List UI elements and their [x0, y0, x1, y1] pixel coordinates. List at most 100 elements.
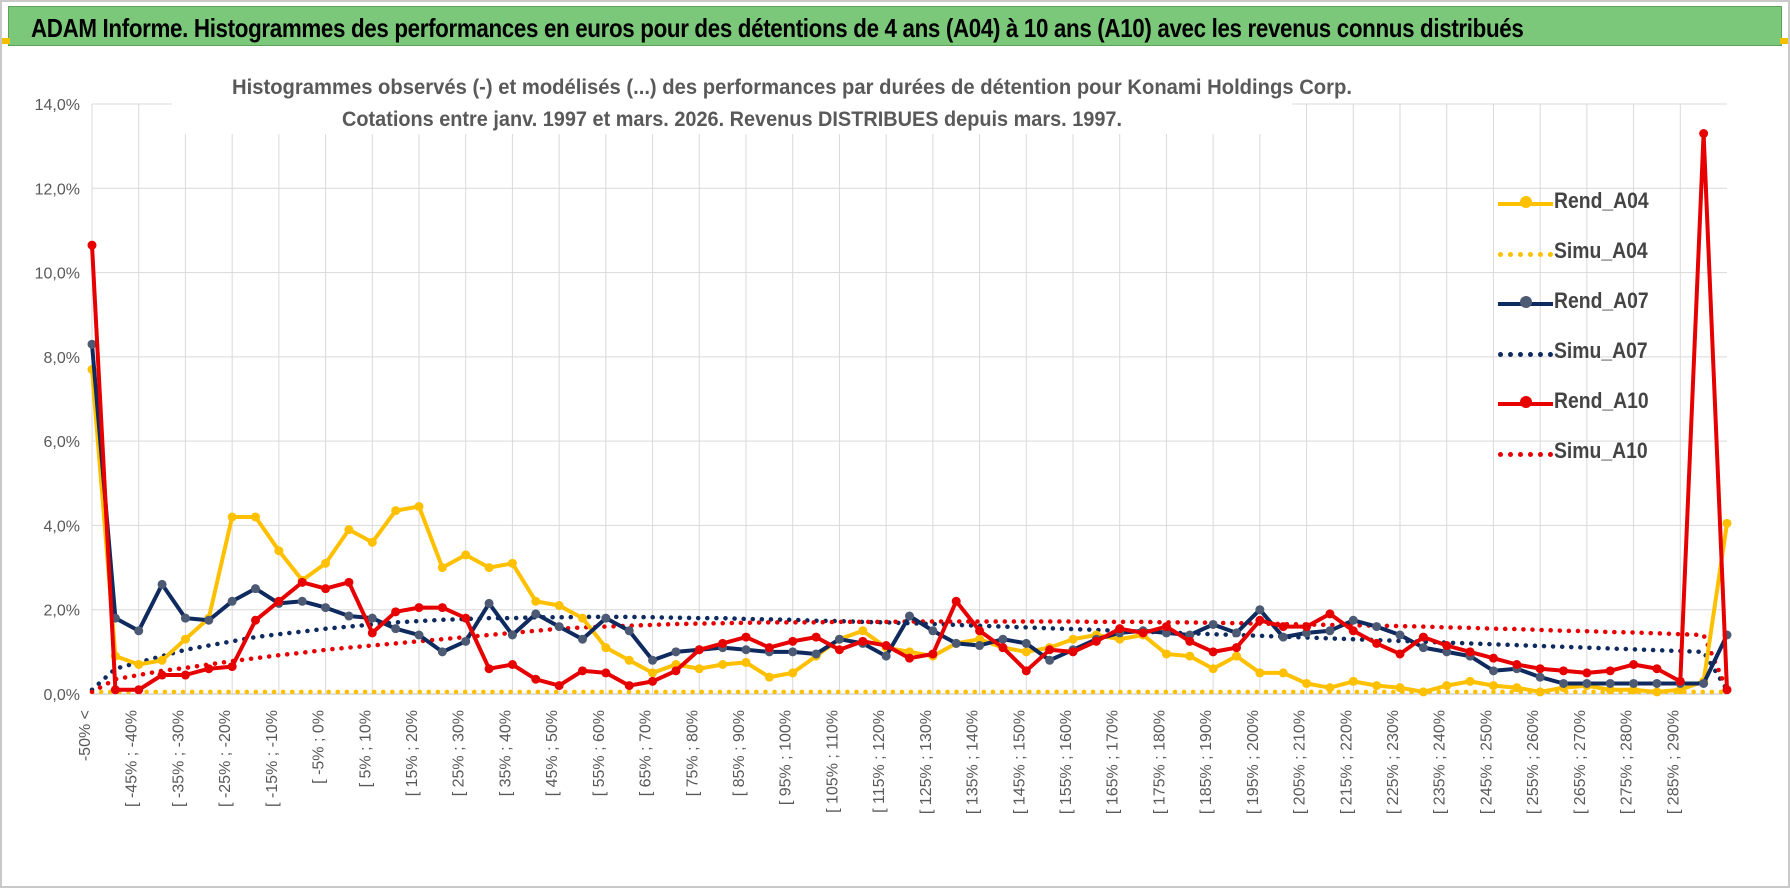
- point-Rend_A07: [391, 624, 401, 634]
- point-Rend_A10: [1185, 636, 1195, 646]
- point-Rend_A10: [1605, 666, 1615, 676]
- point-Rend_A07: [531, 609, 541, 619]
- performance-histogram-chart: 0,0% 2,0% 4,0% 6,0% 8,0% 10,0% 12,0% 14,0% -50%…: [35, 72, 1732, 814]
- point-Rend_A07: [554, 622, 564, 632]
- point-Rend_A07: [1605, 678, 1615, 688]
- point-Rend_A07: [180, 613, 190, 623]
- legend-marker: [1520, 196, 1532, 208]
- point-Rend_A04: [1302, 678, 1312, 688]
- point-Rend_A10: [1348, 626, 1358, 636]
- point-Rend_A04: [1535, 687, 1545, 697]
- point-Rend_A07: [1325, 626, 1335, 636]
- point-Rend_A04: [1115, 634, 1125, 644]
- point-Rend_A07: [251, 584, 260, 594]
- point-Rend_A07: [671, 647, 681, 657]
- point-Rend_A07: [1302, 628, 1312, 638]
- point-Rend_A07: [507, 630, 517, 640]
- point-Rend_A10: [134, 685, 144, 695]
- line-Simu_A07: [89, 614, 1730, 693]
- legend-label: Simu_A07: [1554, 338, 1648, 363]
- legend-label: Rend_A04: [1554, 188, 1649, 213]
- point-Rend_A04: [367, 537, 377, 547]
- legend-label: Rend_A10: [1554, 388, 1649, 413]
- series-Rend_A04: [87, 365, 1732, 697]
- point-Rend_A10: [741, 632, 751, 642]
- point-Rend_A04: [1488, 681, 1498, 691]
- x-tick-label: [ 65% ; 70%: [638, 710, 655, 796]
- report-header: ADAM Informe. Histogrammes des performan…: [8, 6, 1782, 46]
- point-Rend_A04: [648, 668, 658, 678]
- point-Rend_A10: [1255, 615, 1265, 625]
- point-Rend_A04: [764, 672, 774, 682]
- point-Rend_A10: [1302, 622, 1312, 632]
- point-Rend_A10: [718, 638, 728, 648]
- point-Rend_A10: [1722, 685, 1732, 695]
- point-Rend_A10: [1465, 647, 1475, 657]
- point-Rend_A10: [951, 596, 961, 606]
- point-Rend_A04: [1348, 676, 1358, 686]
- point-Rend_A07: [905, 611, 914, 621]
- point-Rend_A04: [1465, 676, 1475, 686]
- point-Rend_A07: [1232, 628, 1241, 638]
- point-Rend_A07: [975, 641, 985, 651]
- x-tick-label: [ 25% ; 30%: [451, 710, 468, 796]
- point-Rend_A04: [694, 664, 704, 674]
- point-Rend_A07: [881, 651, 891, 661]
- point-Rend_A10: [414, 603, 424, 613]
- point-Rend_A10: [1138, 628, 1148, 638]
- legend-swatch: [1498, 252, 1553, 257]
- x-tick-label: [ 35% ; 40%: [497, 710, 514, 796]
- point-Rend_A04: [157, 655, 167, 665]
- point-Rend_A10: [204, 664, 214, 674]
- x-tick-label: [ -45% ; -40%: [124, 710, 141, 807]
- x-tick-label: [ 245% ; 250%: [1478, 710, 1495, 814]
- point-Rend_A04: [180, 634, 190, 644]
- x-tick-label: [ 275% ; 280%: [1619, 710, 1636, 814]
- point-Rend_A07: [367, 613, 377, 623]
- point-Rend_A04: [344, 525, 354, 535]
- x-tick-label: [ 185% ; 190%: [1198, 710, 1215, 814]
- point-Rend_A10: [180, 670, 190, 680]
- point-Rend_A07: [344, 611, 354, 621]
- point-Rend_A10: [764, 643, 774, 653]
- point-Rend_A04: [507, 558, 517, 568]
- series-lines: [87, 129, 1732, 697]
- point-Rend_A10: [227, 662, 237, 672]
- point-Rend_A04: [1161, 649, 1171, 659]
- point-Rend_A04: [1185, 651, 1195, 661]
- point-Rend_A04: [1068, 634, 1078, 644]
- x-tick-label: [ 155% ; 160%: [1058, 710, 1075, 814]
- x-tick-label: [ 285% ; 290%: [1665, 710, 1682, 814]
- point-Rend_A04: [414, 501, 424, 511]
- point-Rend_A10: [1395, 649, 1405, 659]
- x-tick-label: [ 95% ; 100%: [778, 710, 795, 805]
- point-Rend_A07: [1629, 678, 1639, 688]
- point-Rend_A10: [437, 603, 447, 613]
- series-Simu_A07: [89, 614, 1730, 693]
- point-Rend_A07: [624, 626, 634, 636]
- chart-legend: Rend_A04 Simu_A04 Rend_A07 Simu_A07 Rend_A10…: [1482, 182, 1682, 482]
- point-Rend_A10: [998, 643, 1008, 653]
- x-tick-label: [ 195% ; 200%: [1245, 710, 1262, 814]
- point-Rend_A07: [1559, 678, 1568, 688]
- point-Rend_A04: [484, 563, 494, 573]
- point-Rend_A10: [531, 674, 541, 684]
- legend-item-Simu_A10: Simu_A10: [1482, 432, 1682, 482]
- x-tick-label: [ 255% ; 260%: [1525, 710, 1542, 814]
- report-title: ADAM Informe. Histogrammes des performan…: [31, 13, 1524, 43]
- legend-item-Rend_A04: Rend_A04: [1482, 182, 1682, 232]
- point-Rend_A10: [905, 653, 914, 663]
- legend-label: Simu_A04: [1554, 238, 1648, 263]
- chart-subtitle: Cotations entre janv. 1997 et mars. 2026…: [342, 108, 1122, 131]
- point-Rend_A04: [1255, 668, 1265, 678]
- point-Rend_A07: [227, 596, 237, 606]
- point-Rend_A07: [1442, 647, 1452, 657]
- point-Rend_A07: [1699, 678, 1709, 688]
- point-Rend_A10: [1161, 622, 1171, 632]
- point-Rend_A07: [1208, 619, 1218, 629]
- legend-label: Rend_A07: [1554, 288, 1649, 313]
- point-Rend_A10: [1372, 638, 1382, 648]
- point-Rend_A04: [1512, 683, 1522, 693]
- point-Rend_A10: [1418, 632, 1428, 642]
- point-Rend_A04: [531, 596, 541, 606]
